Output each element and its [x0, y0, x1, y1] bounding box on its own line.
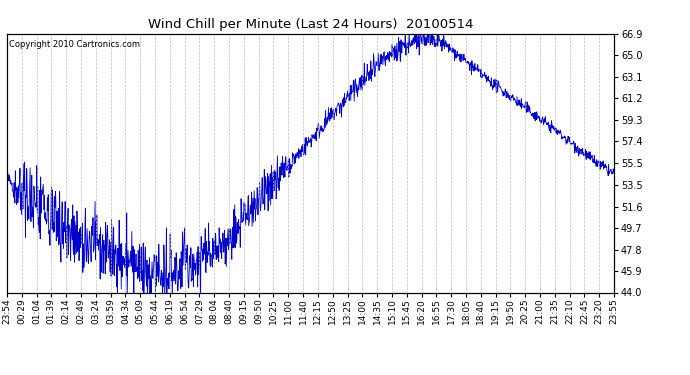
Title: Wind Chill per Minute (Last 24 Hours)  20100514: Wind Chill per Minute (Last 24 Hours) 20… — [148, 18, 473, 31]
Text: Copyright 2010 Cartronics.com: Copyright 2010 Cartronics.com — [9, 40, 139, 49]
